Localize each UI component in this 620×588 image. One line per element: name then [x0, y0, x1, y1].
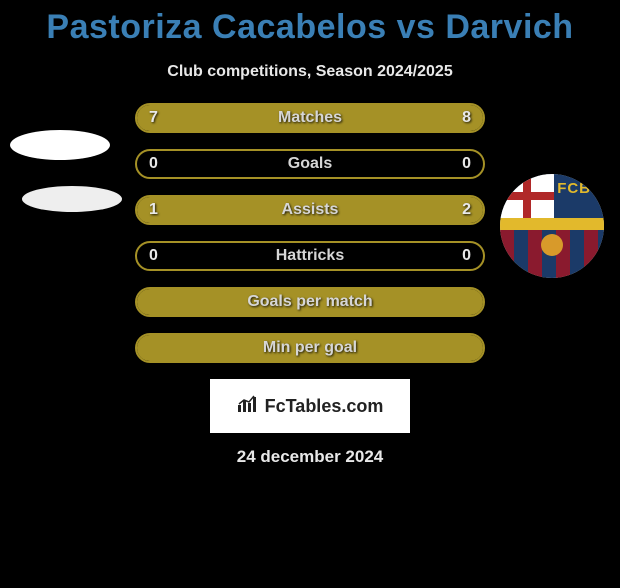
- stat-label: Min per goal: [137, 335, 483, 361]
- chart-icon: [237, 395, 259, 418]
- stat-label: Assists: [137, 197, 483, 223]
- source-badge-text: FcTables.com: [265, 396, 384, 417]
- stat-row: 00Hattricks: [135, 241, 485, 271]
- stat-label: Goals: [137, 151, 483, 177]
- stat-row: Goals per match: [135, 287, 485, 317]
- page-subtitle: Club competitions, Season 2024/2025: [0, 63, 620, 81]
- stat-label: Goals per match: [137, 289, 483, 315]
- team-crest-right: FCB: [500, 174, 604, 278]
- player-left-disc-1: [10, 130, 110, 160]
- player-left-disc-2: [22, 186, 122, 212]
- crest-text: FCB: [557, 180, 591, 197]
- stat-label: Hattricks: [137, 243, 483, 269]
- stats-container: 78Matches 00Goals 12Assists 00Hattricks Goal…: [135, 103, 485, 363]
- source-badge: FcTables.com: [210, 379, 410, 433]
- stat-row: 78Matches: [135, 103, 485, 133]
- page-title: Pastoriza Cacabelos vs Darvich: [0, 8, 620, 47]
- stat-label: Matches: [137, 105, 483, 131]
- stat-row: Min per goal: [135, 333, 485, 363]
- stat-row: 00Goals: [135, 149, 485, 179]
- stat-row: 12Assists: [135, 195, 485, 225]
- date-label: 24 december 2024: [0, 447, 620, 467]
